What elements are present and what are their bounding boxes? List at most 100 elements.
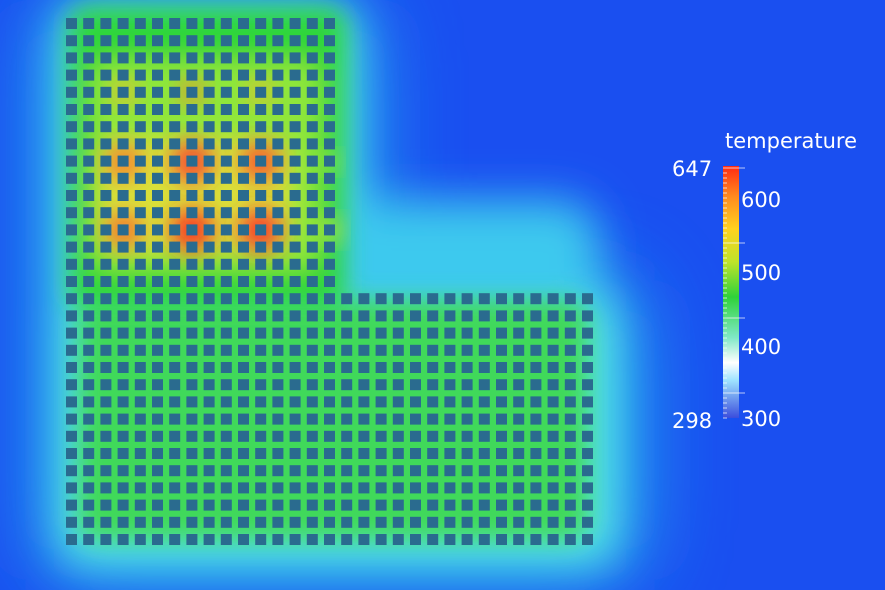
- grid-cell: [427, 379, 439, 391]
- grid-cell: [100, 465, 112, 477]
- grid-cell: [169, 138, 181, 150]
- grid-cell: [375, 396, 387, 408]
- grid-cell: [83, 465, 95, 477]
- grid-cell: [461, 534, 473, 545]
- grid-cell: [324, 276, 335, 287]
- grid-cell: [220, 104, 232, 115]
- grid-cell: [83, 207, 95, 219]
- grid-cell: [358, 482, 370, 494]
- grid-cell: [444, 362, 456, 373]
- grid-cell: [306, 448, 318, 459]
- grid-cell: [152, 18, 163, 29]
- grid-cell: [238, 413, 249, 425]
- grid-cell: [255, 69, 267, 81]
- grid-cell: [169, 258, 181, 270]
- grid-cell: [117, 379, 129, 391]
- grid-cell: [427, 482, 439, 494]
- grid-cell: [272, 396, 284, 408]
- grid-cell: [289, 482, 301, 494]
- grid-cell: [547, 379, 559, 391]
- grid-cell: [100, 362, 112, 373]
- grid-cell: [582, 516, 593, 528]
- grid-cell: [582, 362, 593, 373]
- grid-cell: [478, 465, 490, 477]
- grid-cell: [341, 534, 353, 545]
- grid-cell: [134, 465, 146, 477]
- grid-cell: [238, 121, 249, 133]
- grid-cell: [134, 310, 146, 322]
- grid-cell: [444, 448, 456, 459]
- grid-cell: [66, 482, 77, 494]
- grid-cell: [530, 448, 542, 459]
- grid-cell: [547, 310, 559, 322]
- grid-cell: [272, 241, 284, 253]
- grid-cell: [186, 190, 198, 201]
- grid-cell: [152, 430, 163, 442]
- grid-cell: [220, 190, 232, 201]
- grid-cell: [392, 413, 404, 425]
- grid-cell: [169, 104, 181, 115]
- grid-cell: [410, 482, 421, 494]
- grid-cell: [83, 362, 95, 373]
- grid-cell: [582, 327, 593, 339]
- grid-cell: [66, 155, 77, 167]
- grid-cell: [134, 362, 146, 373]
- grid-cell: [100, 293, 112, 305]
- grid-cell: [427, 413, 439, 425]
- grid-cell: [152, 413, 163, 425]
- grid-cell: [375, 344, 387, 356]
- grid-cell: [324, 310, 335, 322]
- grid-cell: [203, 482, 215, 494]
- grid-cell: [186, 241, 198, 253]
- grid-cell: [306, 516, 318, 528]
- grid-cell: [186, 465, 198, 477]
- grid-cell: [100, 86, 112, 98]
- grid-cell: [100, 379, 112, 391]
- grid-cell: [152, 190, 163, 201]
- grid-cell: [306, 362, 318, 373]
- grid-cell: [134, 86, 146, 98]
- grid-cell: [152, 310, 163, 322]
- grid-cell: [513, 310, 525, 322]
- grid-cell: [358, 379, 370, 391]
- grid-cell: [83, 534, 95, 545]
- grid-cell: [220, 448, 232, 459]
- grid-cell: [203, 293, 215, 305]
- grid-cell: [255, 52, 267, 64]
- grid-cell: [427, 534, 439, 545]
- grid-cell: [324, 448, 335, 459]
- grid-cell: [66, 516, 77, 528]
- grid-cell: [582, 379, 593, 391]
- grid-cell: [83, 413, 95, 425]
- grid-cell: [341, 396, 353, 408]
- grid-cell: [410, 362, 421, 373]
- grid-cell: [220, 396, 232, 408]
- grid-cell: [444, 430, 456, 442]
- grid-cell: [186, 413, 198, 425]
- grid-cell: [478, 362, 490, 373]
- grid-cell: [444, 379, 456, 391]
- grid-cell: [220, 465, 232, 477]
- grid-cell: [255, 190, 267, 201]
- colorbar-ticks: [723, 167, 745, 419]
- grid-cell: [324, 86, 335, 98]
- grid-cell: [186, 258, 198, 270]
- grid-cell: [100, 276, 112, 287]
- grid-cell: [582, 344, 593, 356]
- grid-cell: [564, 310, 576, 322]
- grid-cell: [272, 482, 284, 494]
- grid-cell: [117, 430, 129, 442]
- grid-cell: [564, 430, 576, 442]
- grid-cell: [289, 344, 301, 356]
- grid-cell: [358, 516, 370, 528]
- grid-cell: [341, 413, 353, 425]
- grid-cell: [238, 172, 249, 184]
- grid-cell: [306, 86, 318, 98]
- grid-cell: [134, 18, 146, 29]
- grid-cell: [186, 344, 198, 356]
- grid-cell: [427, 293, 439, 305]
- grid-cell: [375, 516, 387, 528]
- grid-cell: [375, 482, 387, 494]
- grid-cell: [341, 310, 353, 322]
- grid-cell: [83, 52, 95, 64]
